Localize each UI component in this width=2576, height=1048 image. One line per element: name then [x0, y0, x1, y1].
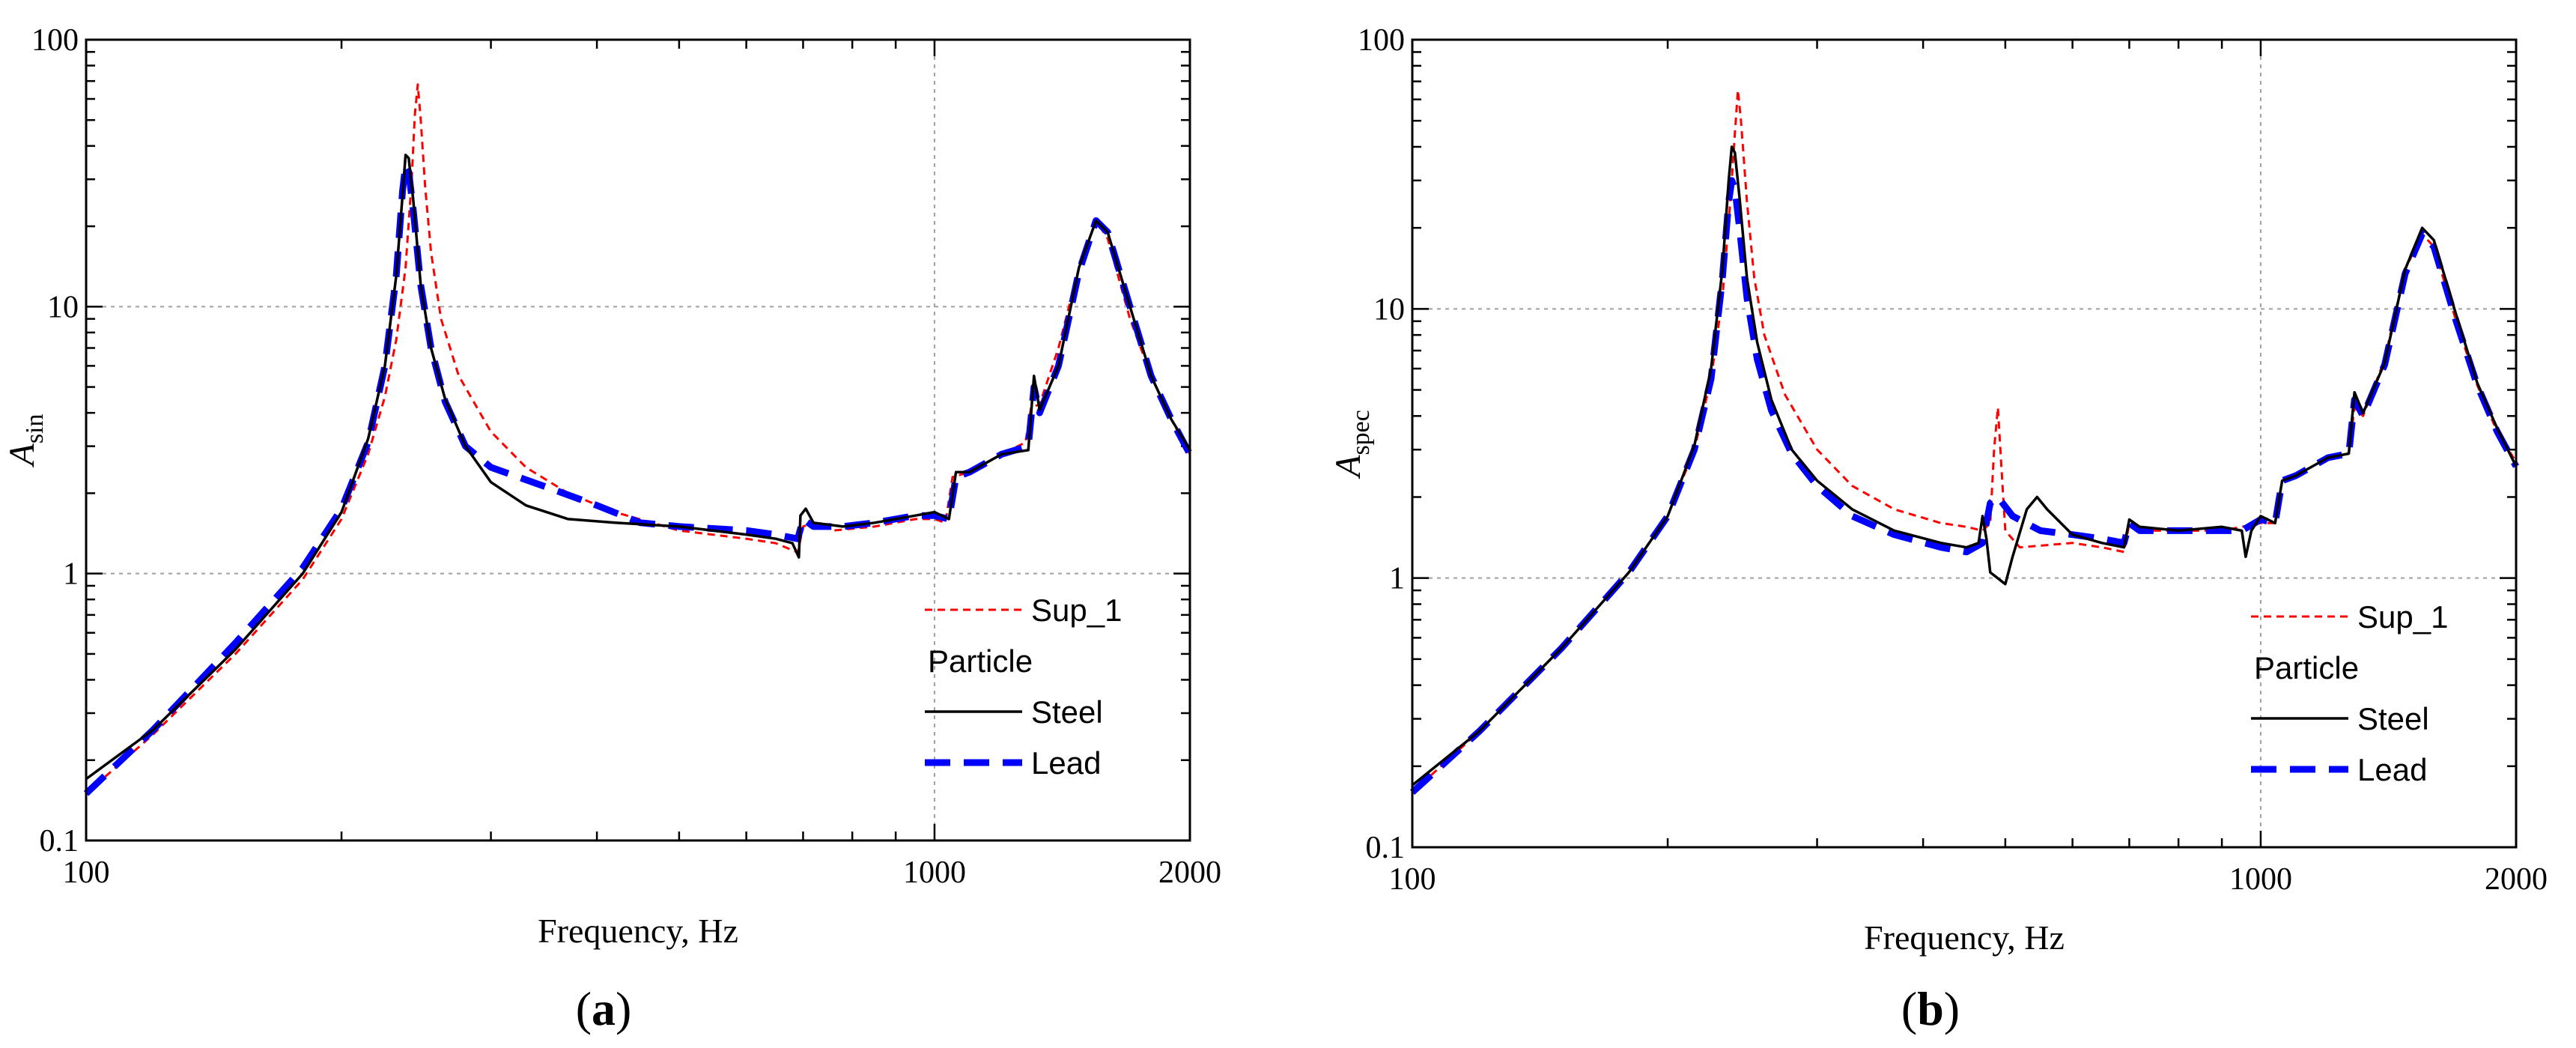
grid	[86, 40, 1190, 840]
y-tick-label: 10	[47, 290, 79, 324]
legend-title: Particle	[2254, 650, 2359, 685]
series-line-steel	[1411, 145, 2518, 787]
y-tick-label: 1	[1389, 562, 1405, 596]
y-axis-label: Asin	[2, 414, 49, 467]
legend: Sup_1 Particle Steel Lead	[925, 593, 1122, 781]
legend-label: Steel	[1031, 694, 1103, 730]
grid	[1412, 40, 2516, 847]
legend-label: Lead	[1031, 745, 1101, 781]
series-group	[1409, 88, 2519, 796]
x-tick-label: 100	[1389, 862, 1436, 897]
y-tick-label: 1	[63, 557, 79, 592]
panel-label: (a)	[576, 982, 632, 1035]
series-group	[83, 83, 1193, 796]
y-tick-label: 100	[31, 23, 79, 58]
panel-label-open: (	[1901, 982, 1917, 1035]
y-axis-label: Aspec	[1328, 410, 1375, 479]
plot-frame	[85, 38, 1191, 842]
x-tick-label: 100	[63, 855, 110, 890]
y-axis-label-sub: sin	[21, 414, 49, 443]
x-axis-label: Frequency, Hz	[538, 912, 738, 950]
series-line-lead	[83, 161, 1193, 796]
legend-title: Particle	[928, 643, 1033, 679]
axis-ticks	[85, 40, 1191, 842]
series-line-sup1	[85, 83, 1191, 795]
y-tick-label: 0.1	[1366, 831, 1406, 865]
plot-frame	[1411, 38, 2518, 849]
panel-label-close: )	[616, 982, 631, 1035]
x-tick-label: 2000	[1158, 855, 1221, 890]
series-line-steel	[85, 154, 1191, 781]
panel-label: (b)	[1901, 982, 1960, 1035]
x-tick-label: 2000	[2485, 862, 2548, 897]
y-tick-label: 0.1	[40, 824, 79, 858]
y-axis-label-main: A	[2, 443, 42, 468]
x-tick-label: 1000	[903, 855, 966, 890]
panel-label-letter: b	[1917, 982, 1944, 1035]
legend-label: Sup_1	[1031, 593, 1122, 628]
legend-label: Steel	[2357, 701, 2429, 736]
panel-label-open: (	[576, 982, 592, 1035]
y-axis-label-main: A	[1328, 455, 1368, 479]
y-tick-label: 10	[1373, 292, 1405, 327]
x-tick-label: 1000	[2229, 862, 2292, 897]
y-axis-label-sub: spec	[1347, 410, 1375, 455]
legend: Sup_1 Particle Steel Lead	[2251, 599, 2448, 787]
panel-label-letter: a	[592, 982, 616, 1035]
legend-label: Sup_1	[2357, 599, 2448, 634]
panel-b: 0.1 1 10 100 100 1000 2000 Frequency, Hz Aspec Su…	[1328, 23, 2548, 1035]
panel-a: 0.1 1 10 100 100 1000 2000 Frequency, Hz Asin Sup…	[2, 23, 1221, 1035]
series-line-lead	[1409, 177, 2519, 796]
panel-label-close: )	[1944, 982, 1960, 1035]
legend-label: Lead	[2357, 752, 2427, 787]
y-tick-label: 100	[1358, 23, 1405, 58]
x-axis-label: Frequency, Hz	[1864, 918, 2065, 957]
